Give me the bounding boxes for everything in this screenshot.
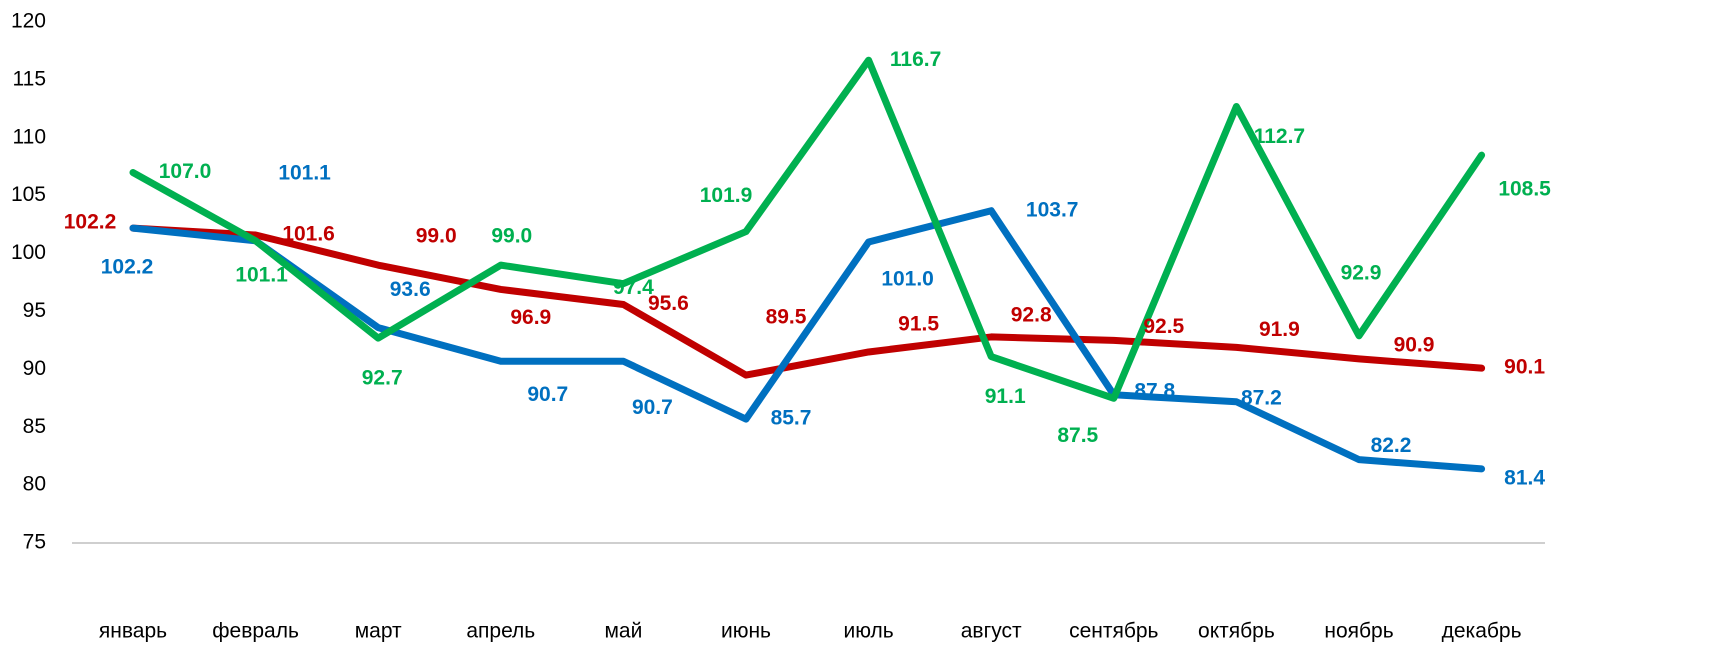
data-label: 103.7	[1026, 198, 1079, 221]
data-label: 99.0	[416, 225, 457, 248]
y-tick-label: 115	[13, 67, 46, 90]
x-tick-label: май	[604, 620, 642, 643]
x-tick-label: июнь	[721, 620, 771, 643]
x-tick-label: август	[961, 620, 1022, 643]
x-tick-label: март	[355, 620, 402, 643]
data-label: 101.6	[282, 223, 335, 246]
x-tick-label: февраль	[212, 620, 299, 643]
data-label: 89.5	[766, 306, 807, 329]
x-tick-label: июль	[843, 620, 893, 643]
y-tick-label: 80	[23, 473, 46, 496]
y-tick-label: 75	[23, 531, 46, 554]
data-label: 90.7	[632, 396, 673, 419]
x-tick-label: январь	[99, 620, 167, 643]
y-tick-label: 95	[23, 299, 46, 322]
data-label: 85.7	[771, 407, 812, 430]
data-label: 101.9	[700, 184, 753, 207]
data-label: 93.6	[390, 278, 431, 301]
data-label: 95.6	[648, 292, 689, 315]
data-label: 102.2	[101, 256, 154, 279]
y-tick-label: 105	[11, 183, 46, 206]
x-tick-label: сентябрь	[1069, 620, 1158, 643]
data-label: 81.4	[1504, 466, 1545, 489]
data-label: 102.2	[64, 211, 117, 234]
data-label: 97.4	[613, 276, 654, 299]
data-label: 92.9	[1341, 261, 1382, 284]
data-label: 101.1	[278, 161, 331, 184]
data-label: 112.7	[1254, 125, 1305, 148]
data-label: 91.9	[1259, 318, 1300, 341]
y-tick-label: 85	[23, 415, 46, 438]
x-tick-label: ноябрь	[1324, 620, 1393, 643]
data-label: 101.0	[881, 268, 934, 291]
x-tick-label: октябрь	[1198, 620, 1275, 643]
series-line	[129, 224, 1486, 379]
data-label: 87.8	[1134, 379, 1175, 402]
series-line	[129, 207, 1486, 473]
data-label: 91.5	[898, 313, 939, 336]
data-label: 90.1	[1504, 356, 1545, 379]
y-tick-label: 110	[13, 125, 46, 148]
data-label: 101.1	[235, 263, 288, 286]
data-label: 90.9	[1394, 333, 1435, 356]
data-label: 91.1	[985, 385, 1026, 408]
data-label: 87.2	[1241, 386, 1282, 409]
data-label: 87.5	[1057, 424, 1098, 447]
data-label: 108.5	[1498, 178, 1551, 201]
data-label: 90.7	[527, 383, 568, 406]
x-tick-label: апрель	[466, 620, 535, 643]
data-label: 99.0	[491, 225, 532, 248]
y-tick-label: 90	[23, 357, 46, 380]
data-label: 116.7	[890, 48, 941, 71]
y-tick-label: 100	[11, 241, 46, 264]
series-line	[129, 56, 1486, 402]
y-tick-label: 120	[11, 10, 46, 33]
data-label: 107.0	[159, 160, 212, 183]
data-label: 82.2	[1371, 434, 1412, 457]
data-label: 96.9	[510, 306, 551, 329]
data-label: 92.5	[1143, 315, 1184, 338]
data-label: 92.8	[1011, 303, 1052, 326]
x-tick-label: декабрь	[1442, 620, 1522, 643]
data-label: 92.7	[362, 367, 403, 390]
